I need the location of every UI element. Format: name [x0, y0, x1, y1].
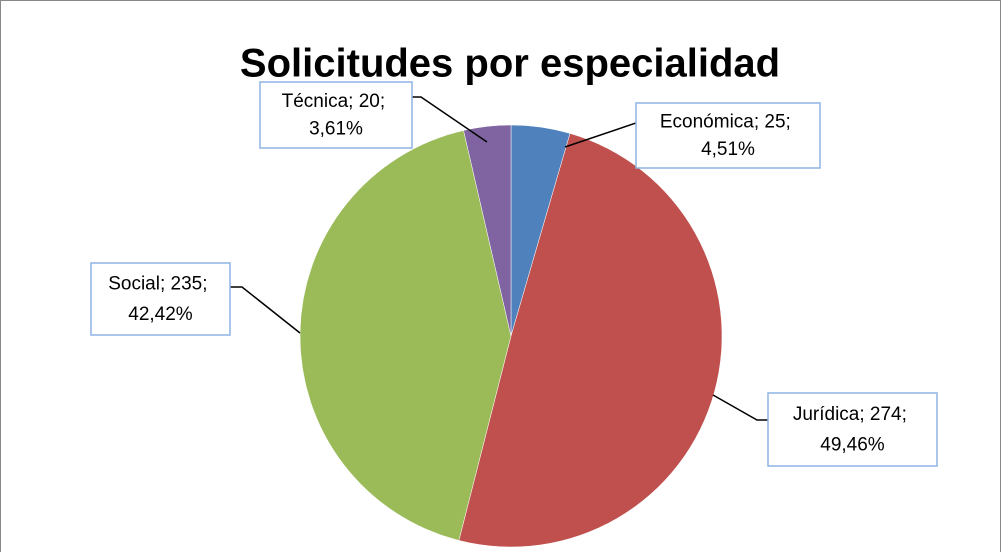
leader-line [412, 96, 488, 143]
pie-slice [299, 130, 512, 541]
data-label: Social; 235; 42,42% [108, 274, 213, 325]
label-box [90, 262, 231, 336]
pie-slice [458, 133, 723, 548]
data-label: Técnica; 20; 3,61% [282, 91, 391, 140]
label-box [259, 81, 413, 149]
data-label: Jurídica; 274; 49,46% [793, 404, 912, 456]
chart-title: Solicitudes por especialidad [240, 42, 780, 86]
leader-line [712, 394, 768, 421]
data-label: Económica; 25; 4,51% [660, 112, 796, 160]
label-box [635, 102, 821, 169]
leader-line [230, 286, 301, 334]
pie-slice [463, 124, 512, 337]
leader-line [564, 122, 637, 148]
label-box [767, 392, 938, 467]
